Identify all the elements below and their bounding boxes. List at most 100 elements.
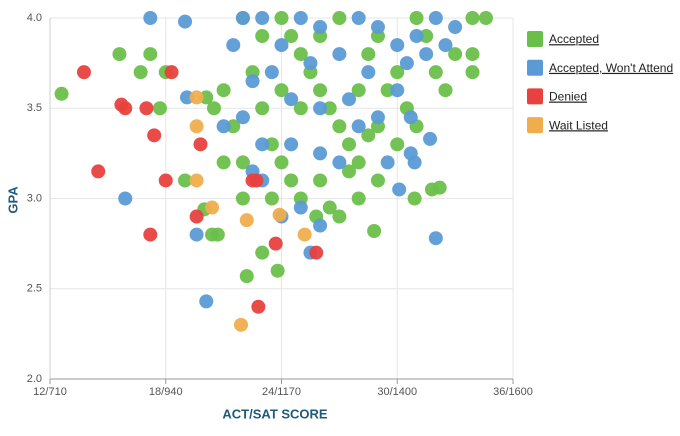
point — [403, 110, 418, 125]
point — [274, 83, 289, 98]
point — [313, 101, 328, 116]
point — [226, 119, 241, 134]
point — [143, 227, 158, 242]
y-axis-title: GPA — [5, 186, 20, 214]
x-tick-label: 18/940 — [149, 386, 183, 398]
point — [380, 83, 395, 98]
point — [133, 65, 148, 80]
point — [342, 137, 357, 152]
point — [274, 11, 289, 25]
point — [255, 245, 270, 260]
point — [423, 131, 438, 146]
point — [147, 128, 162, 143]
point — [210, 227, 225, 242]
x-tick-label: 30/1400 — [377, 386, 417, 398]
point — [465, 65, 480, 80]
point — [293, 101, 308, 116]
point — [178, 14, 193, 29]
point — [392, 182, 407, 197]
point — [322, 101, 337, 116]
point — [332, 155, 347, 170]
point — [399, 56, 414, 71]
legend-item[interactable]: Accepted — [527, 31, 599, 47]
series-points — [118, 11, 463, 309]
legend-label: Wait Listed — [549, 118, 608, 132]
point — [478, 11, 493, 25]
point — [448, 20, 463, 35]
point — [332, 47, 347, 62]
point — [428, 65, 443, 80]
point — [448, 47, 463, 62]
x-axis-title: ACT/SAT SCORE — [222, 406, 328, 421]
point — [199, 294, 214, 309]
series-points — [189, 90, 312, 332]
y-tick-label: 3.0 — [27, 192, 42, 204]
point — [245, 74, 260, 89]
y-tick-label: 4.0 — [27, 12, 42, 24]
point — [199, 90, 214, 105]
point — [351, 11, 366, 25]
point — [390, 38, 405, 53]
point — [390, 137, 405, 152]
point — [139, 101, 154, 116]
point — [179, 90, 194, 105]
legend-label: Accepted, Won't Attend — [549, 61, 673, 75]
series-points — [76, 65, 324, 314]
legend-swatch — [527, 117, 543, 134]
point — [332, 11, 347, 25]
point — [270, 263, 285, 278]
point — [143, 11, 158, 25]
point — [284, 137, 299, 152]
point — [409, 29, 424, 44]
point — [54, 86, 69, 101]
legend-item[interactable]: Denied — [527, 88, 587, 105]
point — [390, 65, 405, 80]
point — [409, 11, 424, 25]
point — [189, 90, 204, 105]
legend-item[interactable]: Wait Listed — [527, 117, 608, 134]
point — [370, 110, 385, 125]
legend-label: Accepted — [549, 32, 599, 46]
point — [239, 213, 254, 228]
point — [465, 11, 480, 25]
point — [158, 173, 173, 188]
point — [249, 173, 264, 188]
point — [268, 236, 283, 251]
point — [424, 182, 439, 197]
point — [351, 83, 366, 98]
point — [284, 173, 299, 188]
point — [370, 20, 385, 35]
point — [390, 83, 405, 98]
point — [76, 65, 91, 80]
point — [309, 245, 324, 260]
legend-swatch — [527, 59, 543, 76]
x-tick-label: 24/1170 — [262, 386, 301, 398]
point — [255, 29, 270, 44]
y-tick-label: 2.0 — [27, 373, 42, 385]
point — [438, 38, 453, 53]
point — [351, 191, 366, 206]
point — [143, 47, 158, 62]
point — [255, 11, 270, 25]
point — [322, 200, 337, 215]
legend-item[interactable]: Accepted, Won't Attend — [527, 59, 673, 76]
point — [251, 299, 266, 314]
point — [118, 101, 133, 116]
point — [367, 223, 382, 238]
point — [351, 119, 366, 134]
point — [152, 101, 167, 116]
point — [274, 155, 289, 170]
point — [235, 191, 250, 206]
point — [407, 191, 422, 206]
point — [193, 137, 208, 152]
point — [419, 29, 434, 44]
point — [274, 38, 289, 53]
point — [370, 173, 385, 188]
point — [239, 269, 254, 284]
point — [233, 317, 248, 332]
legend-swatch — [527, 88, 543, 105]
point — [118, 191, 133, 206]
point — [293, 11, 308, 25]
x-tick-label: 36/1600 — [493, 386, 533, 398]
point — [205, 200, 220, 215]
